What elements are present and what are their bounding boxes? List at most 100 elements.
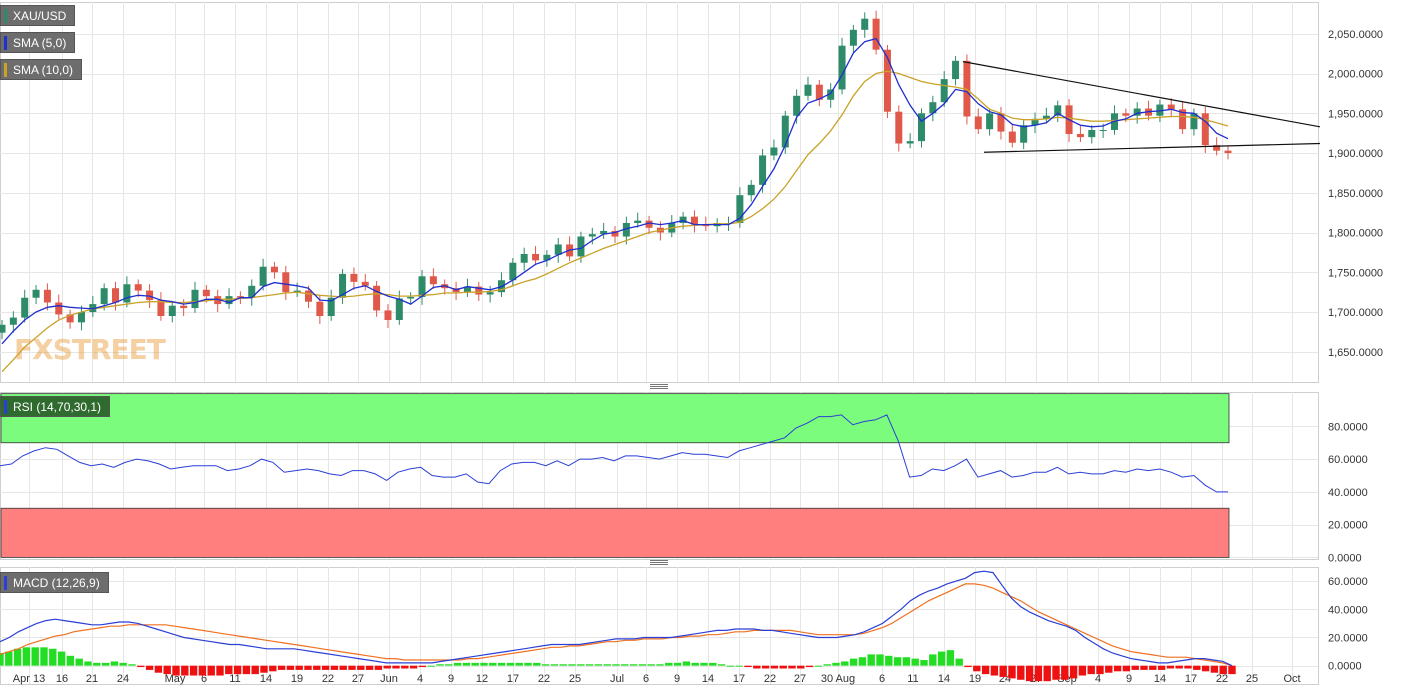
candle[interactable] [463,278,471,297]
candle[interactable] [9,311,17,333]
candle[interactable] [690,210,698,233]
candle[interactable] [361,273,369,291]
candle[interactable] [781,110,789,154]
candle[interactable] [827,83,835,108]
candle[interactable] [929,95,937,122]
candle[interactable] [1167,98,1175,118]
candle[interactable] [906,133,914,149]
histogram-bar [453,662,462,666]
histogram-bar [207,665,215,676]
candle[interactable] [339,269,347,305]
candle[interactable] [259,258,267,291]
candle[interactable] [66,309,74,329]
candle[interactable] [986,108,994,136]
candle[interactable] [645,215,653,235]
candle[interactable] [1020,120,1028,150]
legend-macd[interactable]: MACD (12,26,9) [0,572,109,593]
histogram-bar [260,665,268,673]
candle[interactable] [1201,106,1209,154]
candle[interactable] [1042,107,1050,124]
candle[interactable] [849,25,857,53]
candle[interactable] [475,281,483,301]
candle[interactable] [248,279,256,306]
candle[interactable] [1031,112,1039,134]
candle[interactable] [600,223,608,239]
candle[interactable] [418,269,426,305]
legend-rsi[interactable]: RSI (14,70,30,1) [0,396,111,417]
trendline-upper[interactable] [962,61,1321,128]
candle[interactable] [0,319,6,340]
candle[interactable] [305,285,312,309]
candle[interactable] [736,187,744,228]
x-tick-label: 27 [352,673,364,685]
candle[interactable] [702,216,710,231]
candle[interactable] [32,285,40,305]
candle[interactable] [225,288,233,309]
candle[interactable] [214,289,222,313]
legend-price[interactable]: XAU/USD [0,5,76,26]
trendline-lower[interactable] [983,142,1321,153]
candle[interactable] [838,37,846,95]
candle[interactable] [1054,100,1062,123]
pane-resize-handle-macd[interactable] [650,560,668,565]
pane-resize-handle-rsi[interactable] [650,384,668,389]
x-tick-label: Apr 13 [13,673,45,685]
candle[interactable] [168,300,176,323]
candle[interactable] [373,281,381,317]
candle[interactable] [1076,126,1084,142]
candle[interactable] [872,10,880,55]
fxstreet-watermark: FXSTREET [14,333,166,366]
candle[interactable] [634,212,642,228]
histogram-bar [761,665,770,669]
candle-body [781,115,789,148]
histogram-bar [946,650,955,666]
candle[interactable] [952,56,960,86]
candle-body [475,286,483,295]
legend-sma10[interactable]: SMA (10,0) [0,59,83,80]
candle[interactable] [997,106,1005,140]
candle[interactable] [77,305,85,331]
candle[interactable] [532,246,540,266]
candle[interactable] [123,276,131,308]
legend-macd-label: MACD (12,26,9) [13,576,100,590]
candle[interactable] [940,71,948,107]
candle[interactable] [974,108,982,134]
candle[interactable] [543,250,551,267]
candle[interactable] [520,247,528,271]
candle[interactable] [157,292,165,321]
candle[interactable] [770,139,778,161]
candle[interactable] [883,44,891,119]
candle[interactable] [509,257,517,287]
candle[interactable] [486,285,494,303]
candle[interactable] [918,108,925,148]
candle[interactable] [350,267,358,290]
candle[interactable] [191,281,199,313]
candle[interactable] [55,294,63,320]
candle[interactable] [21,289,29,323]
candle[interactable] [1088,125,1096,144]
candle[interactable] [270,261,278,279]
candle[interactable] [861,12,869,38]
candle[interactable] [1008,123,1016,148]
candle[interactable] [327,289,335,321]
candle[interactable] [429,268,437,289]
candle-body [21,297,29,318]
candle[interactable] [282,265,290,301]
histogram-bar [1166,665,1175,669]
legend-sma5[interactable]: SMA (5,0) [0,32,76,53]
candle[interactable] [588,227,596,245]
candle[interactable] [89,296,97,317]
candle[interactable] [815,79,823,107]
candle[interactable] [895,105,903,152]
candle[interactable] [611,226,619,243]
candle[interactable] [804,76,812,101]
candle[interactable] [293,282,301,297]
candle[interactable] [1179,101,1187,134]
candle[interactable] [407,292,415,305]
candle[interactable] [43,283,51,311]
candle[interactable] [1224,145,1232,160]
candle[interactable] [747,180,755,202]
candle[interactable] [554,238,562,263]
candle[interactable] [134,279,142,297]
candle[interactable] [384,304,392,328]
